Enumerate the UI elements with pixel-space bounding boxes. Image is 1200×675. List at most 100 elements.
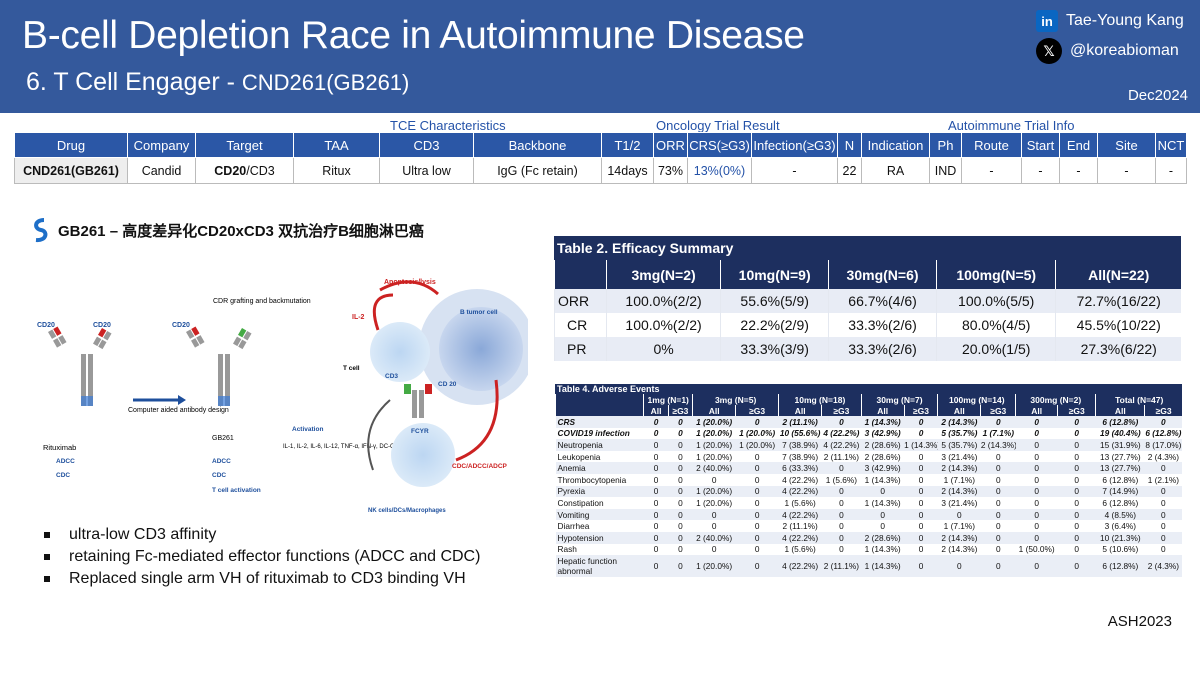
ae-cell: 3 (6.4%) bbox=[1104, 521, 1136, 532]
fig-cdc-2: CDC bbox=[212, 472, 226, 479]
drug-table-col-header: T1/2 bbox=[601, 132, 654, 158]
ae-cell: 1 (5.6%) bbox=[784, 544, 816, 555]
drug-table-col-header: Site bbox=[1097, 132, 1156, 158]
drug-table-col-header: Ph bbox=[929, 132, 962, 158]
ae-cell: 3 (42.9%) bbox=[864, 428, 901, 439]
ae-cell: 2 (14.3%) bbox=[937, 485, 981, 498]
company-logo-icon bbox=[34, 218, 48, 243]
figure-heading-text: GB261 – 高度差异化CD20xCD3 双抗治疗B细胞淋巴癌 bbox=[58, 222, 424, 240]
ae-subcol-header: ≥G3 bbox=[1144, 405, 1182, 416]
ae-cell: 2 (11.1%) bbox=[778, 416, 822, 428]
ae-cell: 2 (14.3%) bbox=[937, 531, 981, 544]
ae-event-label: Anemia bbox=[555, 462, 644, 474]
fig-gb261: GB261 bbox=[212, 435, 234, 442]
ae-cell: 0 bbox=[678, 428, 683, 439]
ae-row: Pyrexia 0 0 1 (20.0%) 0 4 (22.2%) 0 0 0 2 (14.3%)… bbox=[555, 485, 1182, 498]
ae-cell: 0 bbox=[668, 439, 693, 451]
author-handle[interactable]: @koreabioman bbox=[1070, 42, 1179, 59]
ae-cell: 1 (5.6%) bbox=[825, 474, 858, 485]
ae-cell: 4 (8.5%) bbox=[1095, 508, 1145, 521]
ae-cell: 0 bbox=[735, 555, 779, 578]
ae-cell: 0 bbox=[1034, 521, 1039, 532]
ae-cell: 0 bbox=[904, 508, 938, 521]
ae-cell: 0 bbox=[678, 451, 683, 462]
ae-cell: 2 (14.3%) bbox=[941, 544, 978, 555]
linkedin-icon[interactable]: in bbox=[1036, 10, 1058, 32]
fig-tcell-act: T cell activation bbox=[212, 487, 261, 494]
ae-subcol-header: All bbox=[643, 405, 669, 416]
ae-subcol-header: All bbox=[860, 405, 905, 416]
ae-cell: 0 bbox=[1144, 416, 1182, 428]
efficacy-cell: 72.7%(16/22) bbox=[1055, 289, 1181, 313]
ae-cell: 0 bbox=[653, 497, 659, 508]
efficacy-row: CR 100.0%(2/2) 22.2%(2/9) 33.3%(2/6) 80.0%(4… bbox=[554, 313, 1181, 337]
ae-cell: 0 bbox=[643, 416, 669, 428]
ae-row: COVID19 infection 0 0 1 (20.0%) 1 (20.0%) 10 … bbox=[556, 428, 1183, 440]
efficacy-cell: 22.2%(2/9) bbox=[720, 313, 829, 337]
ae-cell: 19 (40.4%) bbox=[1100, 428, 1141, 439]
ae-cell: 3 (21.4%) bbox=[941, 451, 978, 462]
ae-cell: 6 (33.3%) bbox=[778, 462, 822, 474]
ae-cell: 2 (11.1%) bbox=[782, 521, 818, 532]
ae-cell: 1 (20.0%) bbox=[696, 451, 733, 462]
design-arrow-head bbox=[178, 395, 186, 405]
ae-cell: 0 bbox=[839, 544, 844, 555]
cell-infection: - bbox=[751, 157, 838, 184]
adverse-events-caption: Table 4. Adverse Events bbox=[555, 384, 1182, 394]
cell-n: 22 bbox=[837, 157, 862, 184]
t-cell bbox=[370, 322, 430, 382]
ae-cell: 0 bbox=[821, 508, 862, 521]
mechanism-figure: CD20 CD20 Rituximab ADCC CDC Computer ai… bbox=[37, 279, 528, 514]
ae-cell: 0 bbox=[711, 474, 717, 485]
efficacy-table-container: Table 2. Efficacy Summary 3mg(N=2) 10mg(N… bbox=[554, 236, 1181, 361]
ae-event-label: CRS bbox=[555, 416, 644, 428]
ae-cell: 0 bbox=[1074, 428, 1080, 439]
ae-subcol-header: All bbox=[692, 405, 736, 416]
fig-nk: NK cells/DCs/Macrophages bbox=[368, 508, 446, 514]
fig-cdc-adcc: CDC/ADCC/ADCP bbox=[452, 463, 508, 470]
ae-subcol-header: ≥G3 bbox=[1057, 405, 1096, 416]
x-icon[interactable]: 𝕏 bbox=[1036, 38, 1062, 64]
ae-cell: 15 (31.9%) bbox=[1095, 439, 1145, 451]
efficacy-cell: 27.3%(6/22) bbox=[1055, 337, 1181, 361]
ae-cell: 0 bbox=[904, 555, 938, 578]
ae-cell: 5 (35.7%) bbox=[941, 428, 978, 439]
efficacy-cell: 100.0%(2/2) bbox=[605, 313, 721, 337]
ae-cell: 0 bbox=[653, 544, 659, 555]
category-row: TCE Characteristics Oncology Trial Resul… bbox=[14, 118, 1186, 133]
subtitle-drug: CND261(GB261) bbox=[241, 70, 410, 95]
fig-cd20-3: CD20 bbox=[172, 322, 190, 329]
ae-cell: 0 bbox=[643, 439, 669, 451]
efficacy-table-caption: Table 2. Efficacy Summary bbox=[554, 236, 1181, 260]
ae-corner-cell bbox=[554, 405, 644, 416]
bound-antibody bbox=[404, 384, 432, 418]
ae-cell: 0 bbox=[904, 531, 938, 544]
efficacy-col-header bbox=[554, 260, 607, 289]
ae-cell: 0 bbox=[980, 531, 1016, 544]
efficacy-col-header: 10mg(N=9) bbox=[720, 260, 829, 289]
ae-group-col-header: 100mg (N=14) bbox=[937, 394, 1016, 405]
ae-row: Constipation 0 0 1 (20.0%) 0 1 (5.6%) 0 1 (14.3… bbox=[556, 497, 1183, 509]
ae-cell: 1 (20.0%) bbox=[739, 428, 776, 439]
ae-cell: 0 bbox=[937, 508, 981, 521]
cdc-arrow bbox=[455, 379, 499, 462]
cell-orr: 73% bbox=[653, 157, 688, 184]
author-name[interactable]: Tae-Young Kang bbox=[1066, 12, 1184, 29]
ae-cell: 0 bbox=[1015, 462, 1058, 474]
ae-cell: 2 (14.3%) bbox=[980, 439, 1016, 451]
ae-cell: 7 (38.9%) bbox=[778, 439, 822, 451]
ae-cell: 0 bbox=[735, 508, 779, 521]
efficacy-cell: 55.6%(5/9) bbox=[720, 289, 829, 313]
ae-cell: 0 bbox=[1057, 439, 1096, 451]
drug-row: CND261(GB261) Candid CD20/CD3 Ritux Ultr… bbox=[14, 157, 1187, 184]
key-points-list: ultra-low CD3 affinity retaining Fc-medi… bbox=[42, 524, 480, 590]
ae-group-header: 1mg (N=1) 3mg (N=5) 10mg (N=18) 30mg (N=7) 1… bbox=[554, 394, 1182, 405]
ae-cell: 1 (20.0%) bbox=[692, 439, 736, 451]
fig-computer: Computer aided antibody design bbox=[128, 407, 229, 414]
ae-cell: 0 bbox=[653, 521, 659, 532]
ae-cell: 0 bbox=[1015, 485, 1058, 498]
cell-end: - bbox=[1059, 157, 1098, 184]
drug-table-col-header: CRS(≥G3) bbox=[687, 132, 752, 158]
ae-cell: 0 bbox=[692, 508, 736, 521]
ae-cell: 0 bbox=[668, 416, 693, 428]
